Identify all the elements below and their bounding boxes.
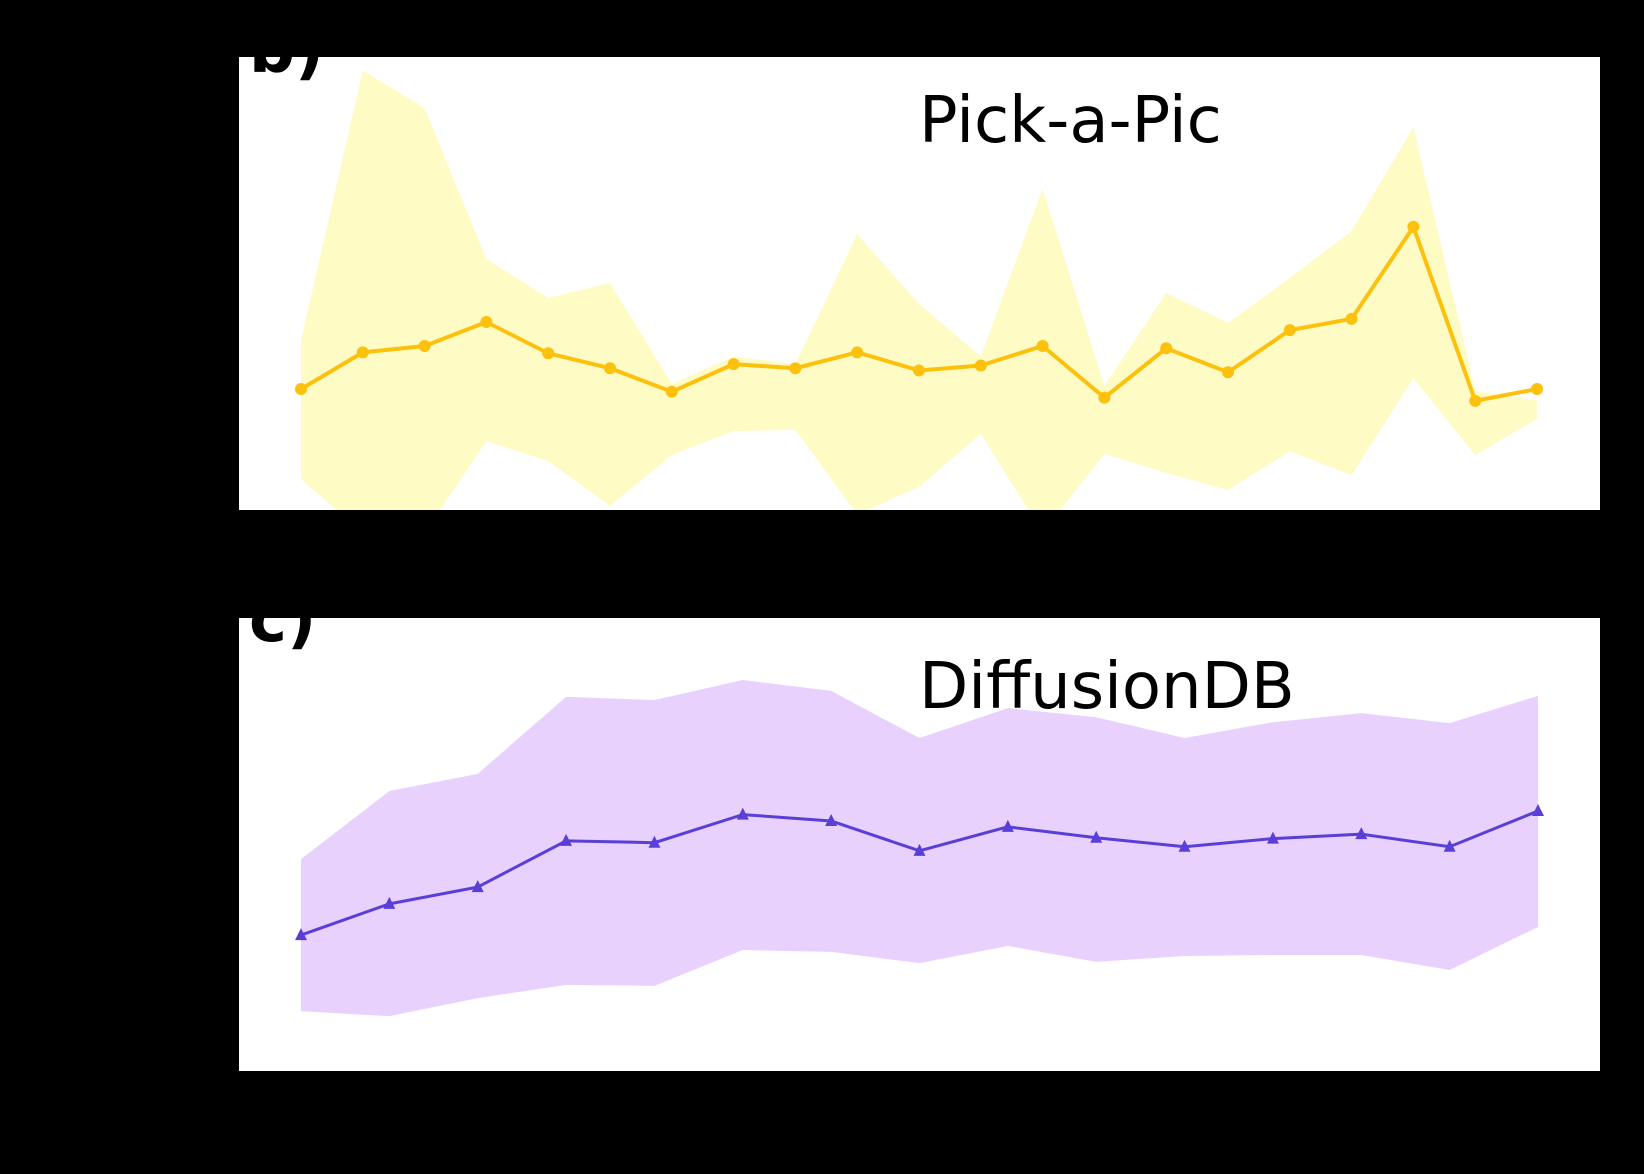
data-point-marker (727, 358, 740, 371)
data-point-marker (295, 383, 307, 396)
data-point-marker (1266, 831, 1279, 844)
panel-title-pickapic: Pick-a-Pic (919, 84, 1222, 158)
data-point-marker (295, 928, 307, 941)
data-point-marker (913, 364, 925, 377)
panel-label-c: c) (249, 618, 317, 657)
data-point-marker (356, 346, 369, 359)
data-point-marker (1532, 803, 1544, 816)
data-point-marker (1222, 366, 1234, 379)
data-point-marker (471, 880, 484, 893)
data-point-marker (1283, 324, 1296, 337)
panel-label-b: b) (249, 57, 324, 83)
data-point-marker (851, 346, 864, 359)
pickapic-plot (295, 70, 1543, 510)
diffusiondb-plot (295, 680, 1544, 1017)
data-point-marker (418, 340, 431, 353)
data-point-marker (480, 316, 493, 329)
data-point-marker (736, 807, 749, 820)
data-point-marker (1345, 312, 1358, 325)
pickapic-panel: b) Pick-a-Pic (239, 57, 1600, 510)
confidence-band (301, 70, 1537, 510)
data-point-marker (1443, 839, 1456, 852)
data-point-marker (825, 813, 838, 826)
data-point-marker (1036, 340, 1049, 353)
data-point-marker (913, 843, 926, 856)
data-point-marker (1001, 819, 1014, 832)
data-point-marker (1355, 827, 1368, 840)
data-point-marker (648, 835, 661, 848)
data-point-marker (974, 359, 987, 372)
data-point-marker (1160, 342, 1173, 355)
data-point-marker (1178, 839, 1191, 852)
data-point-marker (1098, 391, 1111, 404)
data-point-marker (1090, 830, 1103, 843)
panel-title-diffusiondb: DiffusionDB (919, 650, 1295, 724)
data-point-marker (542, 347, 555, 360)
data-point-marker (665, 385, 678, 398)
data-point-marker (604, 362, 616, 375)
data-point-marker (789, 362, 802, 375)
data-point-marker (560, 833, 573, 846)
data-point-marker (1531, 383, 1543, 396)
data-point-marker (1407, 220, 1420, 233)
data-point-marker (1469, 394, 1482, 407)
diffusiondb-panel: c) DiffusionDB (239, 618, 1600, 1071)
data-point-marker (383, 896, 396, 909)
